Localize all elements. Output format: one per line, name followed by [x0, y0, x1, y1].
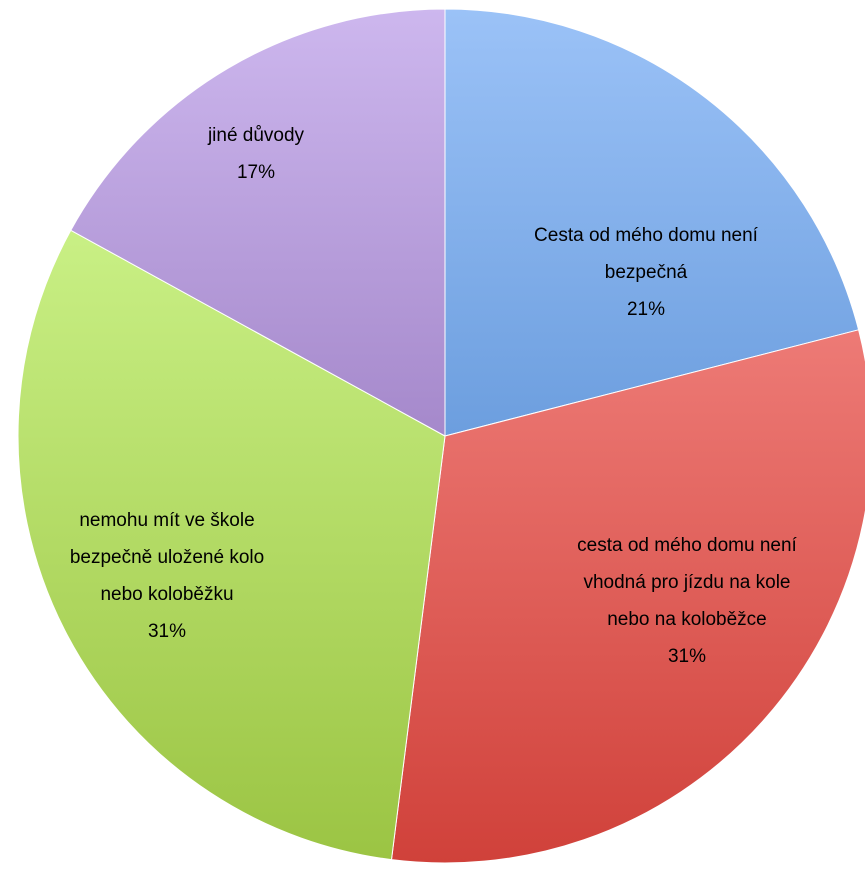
slice-label-line: vhodná pro jízdu na kole: [583, 572, 790, 593]
slice-label-line: jiné důvody: [207, 125, 305, 146]
slice-label-line: cesta od mého domu není: [577, 535, 797, 556]
slice-label-line: nebo koloběžku: [100, 584, 233, 605]
slice-label-line: Cesta od mého domu není: [534, 225, 759, 246]
slice-label-4: jiné důvody 17%: [207, 125, 305, 183]
slice-label-line: nebo na koloběžce: [607, 609, 767, 630]
pie-slice-2: [390, 329, 865, 864]
pie-slice-1: [444, 8, 860, 437]
pie-labels: Cesta od mého domu není bezpečná 21% cesta …: [70, 125, 798, 667]
slice-percent-label: 31%: [668, 646, 706, 667]
slice-label-line: nemohu mít ve škole: [79, 510, 254, 531]
pie-slice-4: [70, 8, 446, 437]
slice-label-3: nemohu mít ve škole bezpečně uložené kolo…: [70, 510, 264, 642]
slice-percent-label: 17%: [237, 162, 275, 183]
slice-percent-label: 31%: [148, 621, 186, 642]
slice-label-line: bezpečná: [605, 262, 688, 283]
slice-percent-label: 21%: [627, 299, 665, 320]
slice-label-line: bezpečně uložené kolo: [70, 547, 264, 568]
pie-slices: [17, 8, 865, 864]
slice-label-2: cesta od mého domu není vhodná pro jízdu …: [577, 535, 797, 667]
pie-slice-3: [17, 229, 446, 861]
slice-label-1: Cesta od mého domu není bezpečná 21%: [534, 225, 759, 320]
